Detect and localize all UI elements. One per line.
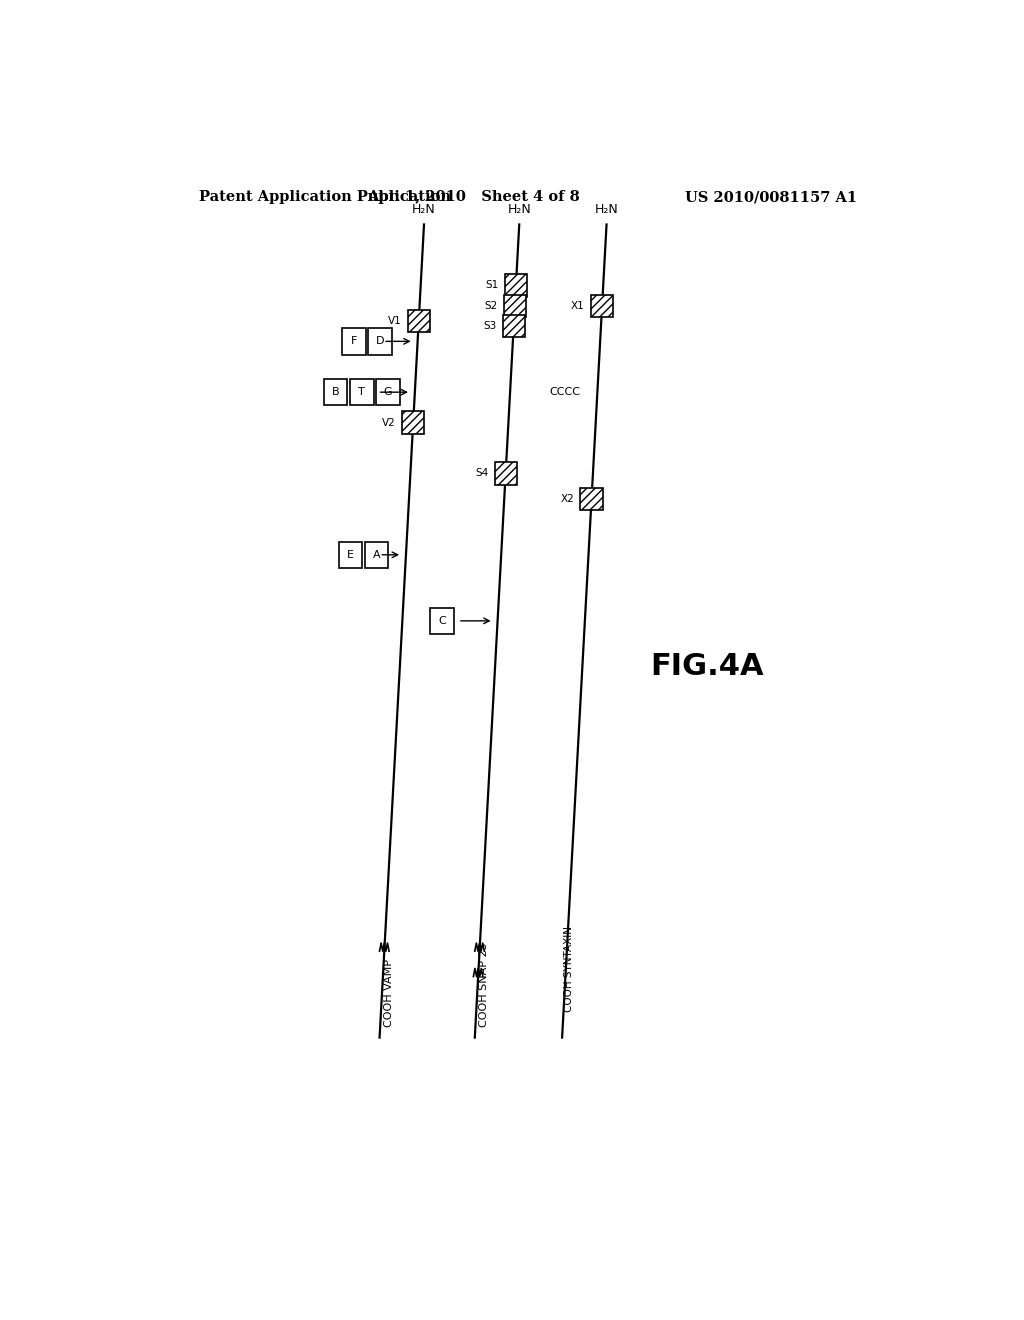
FancyBboxPatch shape <box>504 294 526 317</box>
FancyBboxPatch shape <box>495 462 517 484</box>
FancyBboxPatch shape <box>339 541 362 568</box>
Text: D: D <box>376 337 385 346</box>
Text: COOH VAMP: COOH VAMP <box>384 960 393 1027</box>
Text: V1: V1 <box>387 315 401 326</box>
FancyBboxPatch shape <box>581 487 603 510</box>
FancyBboxPatch shape <box>342 329 366 355</box>
Text: C: C <box>438 616 445 626</box>
FancyBboxPatch shape <box>505 275 527 297</box>
Text: Patent Application Publication: Patent Application Publication <box>200 190 452 205</box>
Text: F: F <box>351 337 357 346</box>
Text: V2: V2 <box>382 417 395 428</box>
Text: E: E <box>347 550 354 560</box>
Text: S3: S3 <box>483 321 497 331</box>
Text: G: G <box>384 387 392 397</box>
Text: S4: S4 <box>475 469 488 478</box>
Text: COOH SYNTAXIN: COOH SYNTAXIN <box>564 927 574 1012</box>
FancyBboxPatch shape <box>591 294 613 317</box>
Text: H₂N: H₂N <box>507 203 531 216</box>
Text: H₂N: H₂N <box>595 203 618 216</box>
FancyBboxPatch shape <box>402 412 424 434</box>
Text: X2: X2 <box>560 494 574 504</box>
FancyBboxPatch shape <box>369 329 392 355</box>
Text: B: B <box>332 387 339 397</box>
FancyBboxPatch shape <box>350 379 374 405</box>
Text: US 2010/0081157 A1: US 2010/0081157 A1 <box>685 190 857 205</box>
FancyBboxPatch shape <box>365 541 388 568</box>
FancyBboxPatch shape <box>376 379 399 405</box>
FancyBboxPatch shape <box>430 607 454 634</box>
Text: H₂N: H₂N <box>412 203 436 216</box>
FancyBboxPatch shape <box>408 310 430 333</box>
FancyBboxPatch shape <box>503 315 524 338</box>
Text: FIG.4A: FIG.4A <box>650 652 764 681</box>
Text: COOH SNAP 25: COOH SNAP 25 <box>479 942 488 1027</box>
Text: S1: S1 <box>485 280 499 290</box>
Text: CCCC: CCCC <box>550 387 581 397</box>
Text: A: A <box>373 550 380 560</box>
FancyBboxPatch shape <box>324 379 347 405</box>
Text: S2: S2 <box>484 301 498 310</box>
Text: T: T <box>358 387 365 397</box>
Text: Apr. 1, 2010   Sheet 4 of 8: Apr. 1, 2010 Sheet 4 of 8 <box>367 190 580 205</box>
Text: X1: X1 <box>571 301 585 310</box>
